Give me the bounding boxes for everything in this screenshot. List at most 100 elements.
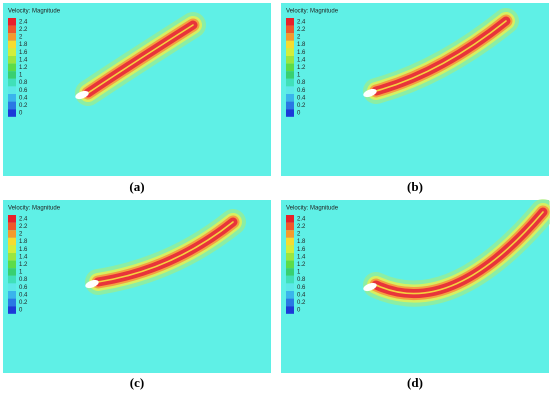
colorbar-label: 2.4 bbox=[19, 216, 28, 222]
panel: Velocity: Magnitude2.42.221.81.61.41.210… bbox=[3, 200, 271, 373]
colorbar-label: 0.6 bbox=[297, 88, 306, 94]
colorbar-swatch bbox=[286, 40, 294, 49]
colorbar-label: 0.2 bbox=[19, 300, 28, 306]
panel: Velocity: Magnitude2.42.221.81.61.41.210… bbox=[281, 199, 550, 373]
colorbar-swatch bbox=[286, 298, 294, 307]
panel-background bbox=[3, 3, 271, 176]
colorbar-swatch bbox=[286, 222, 294, 231]
colorbar-label: 0.8 bbox=[19, 277, 28, 283]
colorbar-swatch bbox=[286, 253, 294, 261]
colorbar-swatch bbox=[286, 101, 294, 110]
colorbar-swatch bbox=[286, 237, 294, 246]
colorbar-label: 2.2 bbox=[19, 27, 28, 33]
colorbar-label: 2.2 bbox=[297, 224, 306, 230]
colorbar-label: 0.6 bbox=[19, 285, 28, 291]
colorbar-label: 0.2 bbox=[19, 103, 28, 109]
colorbar-swatch bbox=[8, 33, 16, 41]
colorbar-label: 2 bbox=[19, 232, 23, 238]
legend-title: Velocity: Magnitude bbox=[286, 206, 339, 212]
colorbar-label: 1 bbox=[297, 270, 301, 276]
colorbar-label: 0 bbox=[297, 308, 301, 314]
colorbar-swatch bbox=[8, 94, 16, 102]
colorbar-label: 0.8 bbox=[297, 277, 306, 283]
colorbar-swatch bbox=[8, 40, 16, 49]
colorbar-label: 0.6 bbox=[19, 88, 28, 94]
colorbar-label: 1 bbox=[297, 73, 301, 79]
colorbar-swatch bbox=[286, 245, 294, 253]
colorbar-label: 0.2 bbox=[297, 300, 306, 306]
jet-contour bbox=[375, 211, 544, 295]
colorbar-label: 1.2 bbox=[297, 262, 306, 268]
colorbar-swatch bbox=[286, 283, 294, 291]
colorbar-label: 1.2 bbox=[19, 262, 28, 268]
panel: Velocity: Magnitude2.42.221.81.61.41.210… bbox=[281, 3, 549, 176]
colorbar-swatch bbox=[286, 215, 294, 223]
colorbar-swatch bbox=[8, 253, 16, 261]
legend-title: Velocity: Magnitude bbox=[8, 9, 61, 15]
colorbar-label: 2.4 bbox=[19, 19, 28, 25]
colorbar-label: 0 bbox=[297, 111, 301, 117]
colorbar-swatch bbox=[8, 260, 16, 269]
panel: Velocity: Magnitude2.42.221.81.61.41.210… bbox=[3, 3, 271, 176]
colorbar-swatch bbox=[286, 78, 294, 87]
colorbar-label: 0.4 bbox=[297, 95, 306, 101]
colorbar-swatch bbox=[286, 71, 294, 79]
colorbar-label: 1.2 bbox=[19, 65, 28, 71]
colorbar-swatch bbox=[286, 18, 294, 26]
colorbar-swatch bbox=[286, 94, 294, 102]
colorbar-label: 2 bbox=[19, 35, 23, 41]
colorbar-label: 1.2 bbox=[297, 65, 306, 71]
colorbar-swatch bbox=[286, 48, 294, 56]
panel-caption: (b) bbox=[407, 179, 423, 194]
colorbar-swatch bbox=[8, 101, 16, 110]
colorbar-swatch bbox=[286, 306, 294, 314]
colorbar-label: 1.6 bbox=[297, 247, 306, 253]
colorbar-label: 2.2 bbox=[297, 27, 306, 33]
colorbar-label: 0 bbox=[19, 111, 23, 117]
colorbar-swatch bbox=[8, 275, 16, 284]
jet-contour bbox=[375, 20, 507, 92]
colorbar-label: 2.2 bbox=[19, 224, 28, 230]
colorbar-label: 0.4 bbox=[19, 95, 28, 101]
colorbar-swatch bbox=[286, 260, 294, 269]
colorbar-swatch bbox=[8, 109, 16, 117]
nozzle bbox=[85, 279, 99, 289]
colorbar-label: 1.8 bbox=[19, 239, 28, 245]
colorbar-swatch bbox=[8, 230, 16, 238]
colorbar-label: 0.4 bbox=[297, 292, 306, 298]
panel-caption: (d) bbox=[407, 375, 423, 390]
colorbar-swatch bbox=[8, 56, 16, 64]
colorbar-swatch bbox=[8, 245, 16, 253]
colorbar-label: 1.8 bbox=[297, 239, 306, 245]
colorbar-label: 1.4 bbox=[297, 254, 306, 260]
colorbar-swatch bbox=[286, 109, 294, 117]
colorbar-swatch bbox=[8, 25, 16, 34]
colorbar-swatch bbox=[286, 268, 294, 276]
colorbar-swatch bbox=[8, 306, 16, 314]
panel-caption: (c) bbox=[130, 375, 144, 390]
colorbar-swatch bbox=[8, 283, 16, 291]
colorbar-label: 2.4 bbox=[297, 19, 306, 25]
colorbar-label: 1.4 bbox=[19, 254, 28, 260]
colorbar-label: 0.8 bbox=[19, 80, 28, 86]
colorbar-label: 1.4 bbox=[19, 57, 28, 63]
colorbar-swatch bbox=[8, 71, 16, 79]
colorbar-swatch bbox=[8, 18, 16, 26]
colorbar-swatch bbox=[8, 268, 16, 276]
nozzle bbox=[75, 90, 89, 100]
colorbar-swatch bbox=[286, 275, 294, 284]
colorbar-swatch bbox=[286, 33, 294, 41]
colorbar-label: 2 bbox=[297, 35, 301, 41]
colorbar-label: 1.6 bbox=[19, 50, 28, 56]
colorbar-swatch bbox=[8, 48, 16, 56]
colorbar-swatch bbox=[8, 63, 16, 72]
jet-contour bbox=[87, 24, 194, 94]
colorbar-label: 1.6 bbox=[297, 50, 306, 56]
colorbar-label: 0 bbox=[19, 308, 23, 314]
colorbar-label: 2 bbox=[297, 232, 301, 238]
colorbar-label: 1.4 bbox=[297, 57, 306, 63]
colorbar-swatch bbox=[286, 56, 294, 64]
legend-title: Velocity: Magnitude bbox=[8, 206, 61, 212]
jet-contour bbox=[97, 221, 234, 283]
